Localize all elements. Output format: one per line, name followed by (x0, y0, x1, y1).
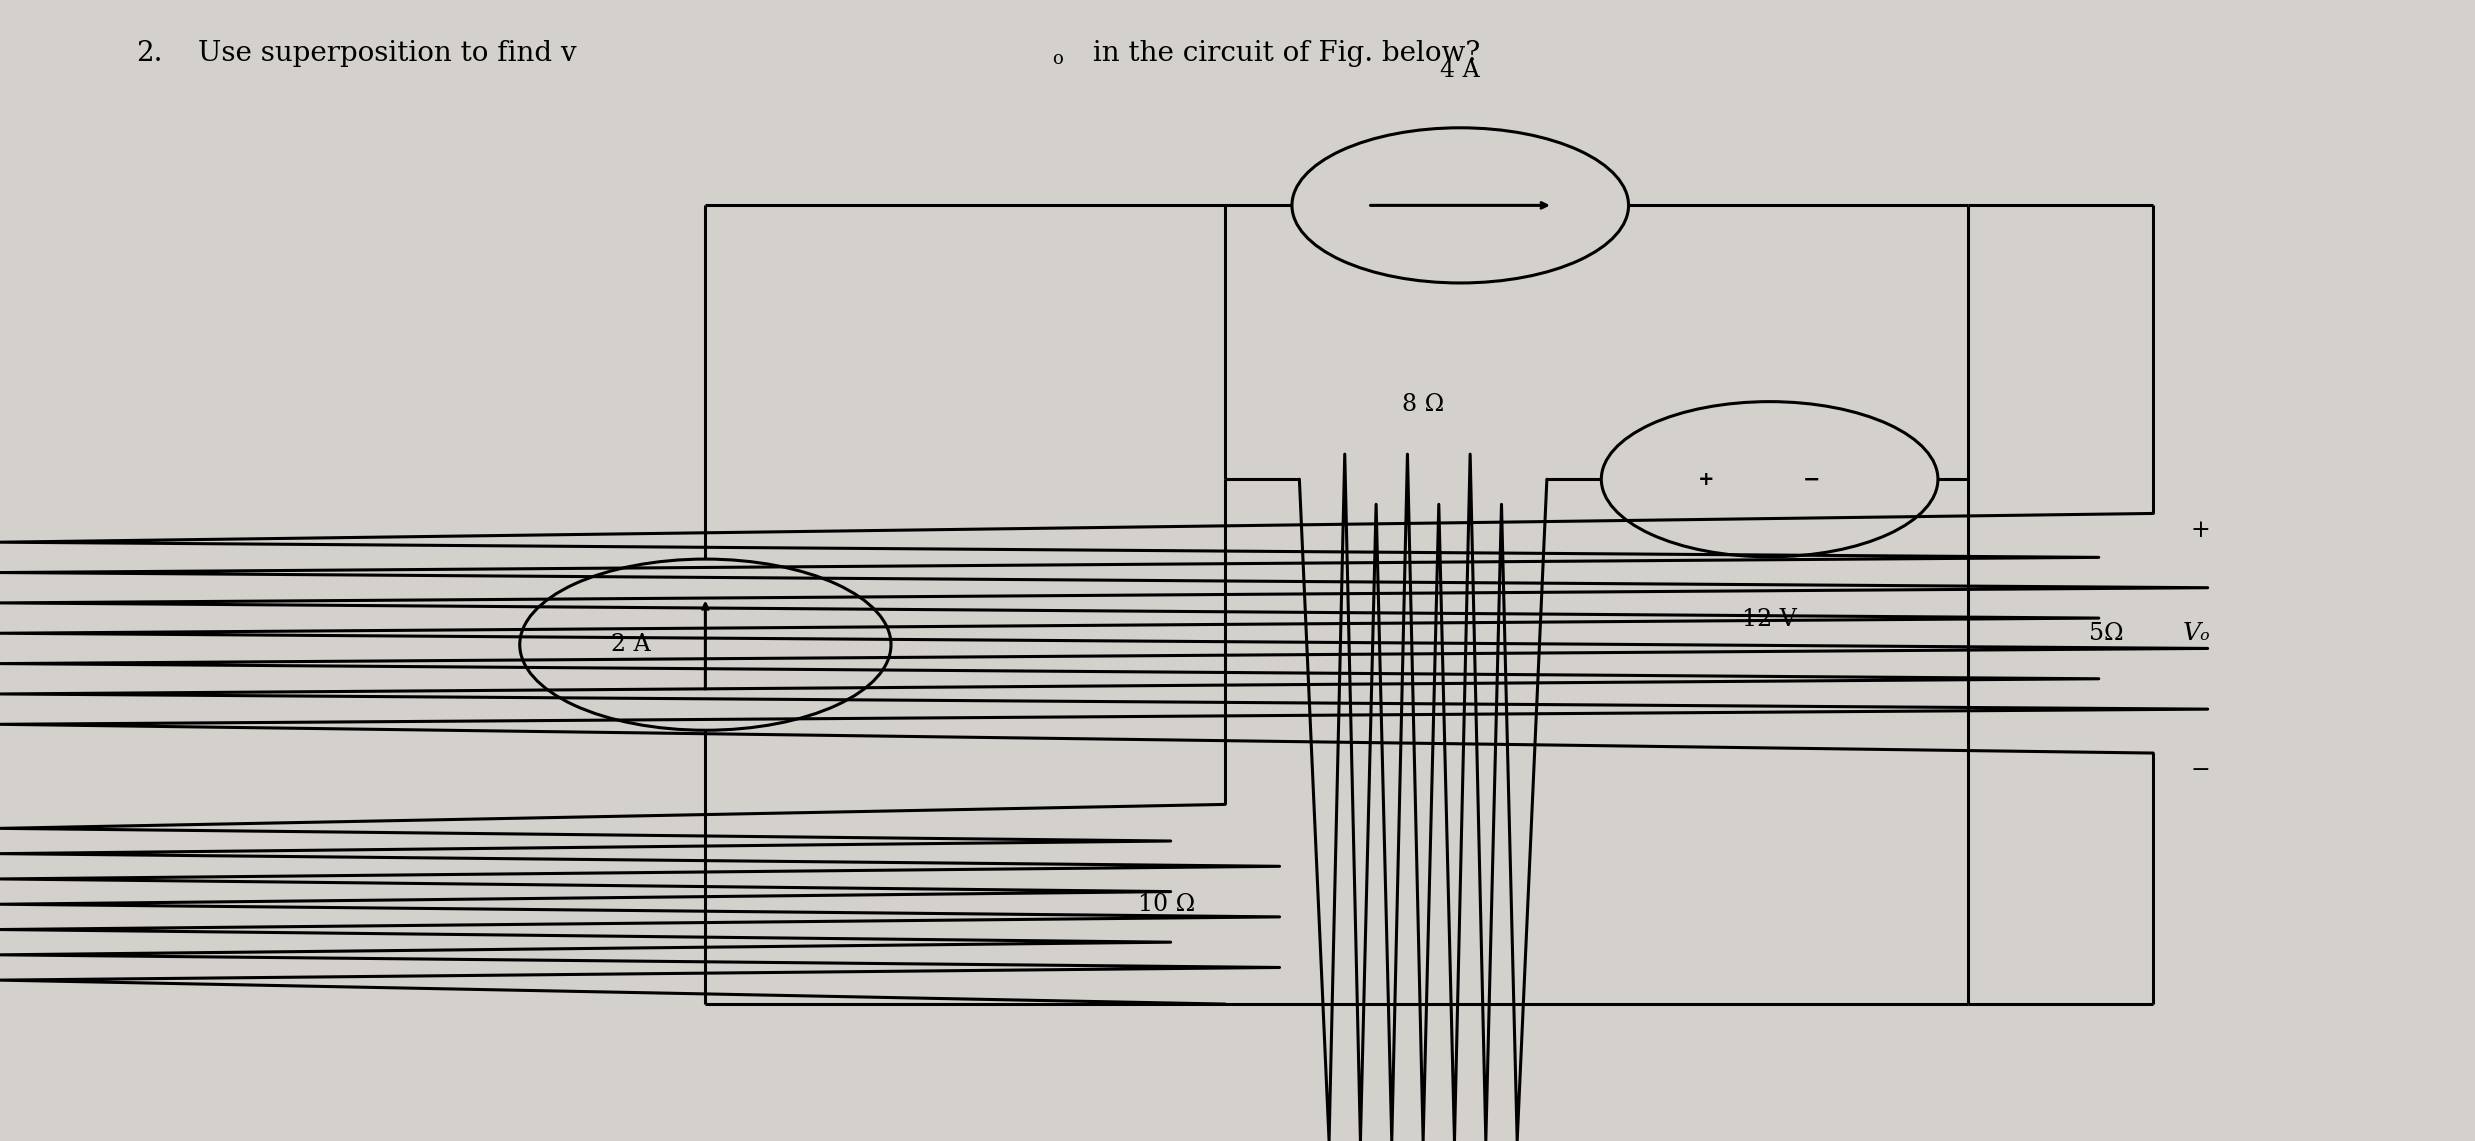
Text: Vₒ: Vₒ (2183, 622, 2210, 645)
Text: 2 A: 2 A (611, 633, 651, 656)
Text: 5Ω: 5Ω (2089, 622, 2124, 645)
Text: 4 A: 4 A (1440, 59, 1480, 82)
Text: −: − (2190, 759, 2210, 782)
Text: +: + (2190, 519, 2210, 542)
Text: 2.: 2. (136, 40, 163, 67)
Text: 10 Ω: 10 Ω (1138, 892, 1195, 916)
Text: +: + (1698, 470, 1713, 488)
Text: 12 V: 12 V (1742, 608, 1797, 631)
Text: in the circuit of Fig. below?: in the circuit of Fig. below? (1084, 40, 1480, 67)
Text: Use superposition to find v: Use superposition to find v (198, 40, 577, 67)
Text: 8 Ω: 8 Ω (1401, 394, 1445, 416)
Text: o: o (1052, 50, 1062, 68)
Text: −: − (1802, 469, 1822, 489)
